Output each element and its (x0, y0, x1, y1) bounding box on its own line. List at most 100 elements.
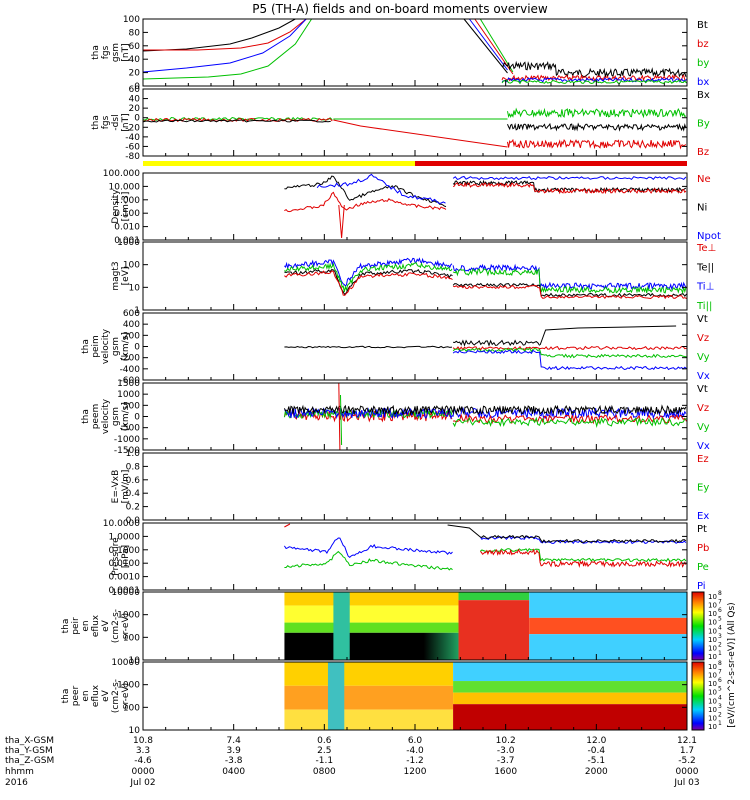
mode-bar-yellow (143, 161, 415, 166)
legend-4-2: Vy (697, 352, 710, 363)
fgs-bt-noise (501, 60, 687, 79)
colorbar-exp-8-2: 6 (718, 607, 722, 614)
ytick-label-1-0: 60 (129, 85, 141, 95)
peem-vt-line (283, 404, 687, 416)
colorbar-tick-8-1: 10 (708, 602, 717, 610)
ele-spec-b-top (453, 662, 687, 682)
fgs-bz-line (143, 18, 307, 51)
series-lines (142, 18, 687, 571)
colorbar-exp-9-5: 3 (718, 703, 722, 710)
ylabel-2-1: [cm-3] (121, 192, 131, 222)
colorbar-exp-8-5: 3 (718, 633, 722, 640)
xrow-val-1-4: -3.0 (497, 746, 515, 756)
peim-vt-c (539, 325, 677, 346)
legend-0-0: Bt (697, 20, 708, 31)
density-npot-line (316, 173, 446, 204)
ylabel-8-6: sr-eV) (121, 613, 131, 639)
magt3-te-par (284, 268, 453, 296)
magt3-ti-perp-b (452, 263, 687, 291)
colorbar-tick-9-7: 10 (708, 723, 717, 731)
legend-3-3: Ti|| (696, 301, 712, 312)
legend-5-2: Vy (697, 422, 710, 433)
colorbar-exp-8-6: 2 (718, 641, 722, 648)
legend-0-3: bx (697, 77, 709, 88)
ele-spec-low (284, 709, 454, 730)
colorbar-tick-9-1: 10 (708, 672, 717, 680)
colorbar-tick-8-7: 10 (708, 653, 717, 661)
xrow-val-3-0: 0000 (132, 767, 155, 777)
xrow-val-2-0: -4.6 (134, 756, 152, 766)
ylabel-5-2: velocity (101, 398, 111, 434)
xrow-val-3-3: 1200 (404, 767, 427, 777)
ytick-label-9-2: 100 (123, 703, 140, 713)
ele-spec-b-mid (453, 681, 687, 693)
ylabel-8-5: (cm2-s- (111, 609, 121, 643)
xrow-val-1-6: 1.7 (680, 746, 694, 756)
ylabel-1-2: -dsl (111, 114, 121, 130)
fgs-bt-line (142, 18, 296, 52)
ytick-label-5-2: 500 (123, 401, 140, 411)
ion-spec-c-top (529, 592, 687, 618)
xrow-label-0: tha_X-GSM (5, 736, 54, 746)
pressure-pe-noise (479, 547, 687, 563)
xrow-label-3: hhmm (5, 767, 34, 777)
colorbar-9 (691, 661, 705, 731)
ytick-label-8-1: 1000 (117, 611, 140, 621)
density-ni-line (284, 175, 447, 208)
legend-3-0: Te⊥ (696, 243, 716, 254)
ylabel-4-0: tha (81, 339, 91, 354)
peim-vy-line (452, 347, 687, 359)
ytick-label-4-0: 600 (123, 309, 140, 319)
ylabel-7-1: [nPa] (121, 545, 131, 568)
ion-spec-c-low (529, 634, 687, 660)
xrow-val-1-2: 2.5 (317, 746, 331, 756)
ele-spec-top (284, 662, 454, 686)
ylabel-1-0: tha (91, 115, 101, 130)
ytick-label-1-1: 40 (129, 95, 141, 105)
pressure-pt-noise (480, 534, 687, 544)
panel-frame-1 (142, 88, 688, 157)
ylabel-4-4: [km/s] (121, 332, 131, 361)
legend-3-2: Ti⊥ (696, 282, 714, 293)
colorbar-tick-9-0: 10 (708, 663, 717, 671)
ylabel-8-4: eV (101, 619, 111, 632)
ytick-label-3-1: 100 (123, 261, 140, 271)
ytick-label-4-5: -400 (120, 365, 141, 375)
ion-spec-mid (284, 605, 459, 623)
xrow-label-1: tha_Y-GSM (5, 746, 53, 756)
ylabel-4-3: gsm (111, 337, 121, 356)
dsl-bx-noise (507, 122, 687, 132)
ytick-label-4-2: 200 (123, 331, 140, 341)
ele-spec-band (327, 662, 345, 730)
ytick-label-9-3: 10 (129, 726, 141, 736)
ion-spec-lowmid (284, 622, 459, 633)
colorbar-exp-8-3: 5 (718, 616, 722, 623)
ytick-label-7-3: 0.0100 (109, 559, 141, 569)
ytick-label-5-3: 0 (134, 413, 140, 423)
ytick-label-7-1: 1.0000 (109, 532, 141, 542)
ytick-label-5-6: -1500 (114, 446, 140, 456)
peim-vx-line (452, 349, 687, 371)
peem-vz-spike (338, 382, 341, 451)
ylabel-0-0: tha (91, 45, 101, 60)
ylabel-1-1: fgs (101, 115, 111, 129)
density-npot-noise (452, 175, 687, 181)
magt3-te-perp (284, 270, 453, 296)
colorbar-exp-8-0: 8 (718, 590, 722, 597)
ytick-label-7-4: 0.0010 (109, 573, 141, 583)
density-ne-dip (338, 204, 345, 239)
magt3-ti-par (284, 262, 453, 293)
legend-1-2: Bz (697, 147, 709, 158)
ytick-label-1-5: -40 (125, 133, 140, 143)
density-ne-line (284, 191, 447, 213)
panel-frame-3 (142, 241, 688, 311)
ytick-label-3-0: 1000 (117, 238, 140, 248)
ytick-label-1-4: -20 (125, 123, 140, 133)
dsl-by-noise (507, 107, 687, 119)
colorbar-tick-9-6: 10 (708, 714, 717, 722)
ytick-label-2-1: 10.000 (109, 182, 141, 192)
xrow-val-4-6: Jul 03 (673, 778, 699, 788)
colorbar-8 (691, 591, 705, 661)
pressure-pb-noise (480, 548, 687, 569)
